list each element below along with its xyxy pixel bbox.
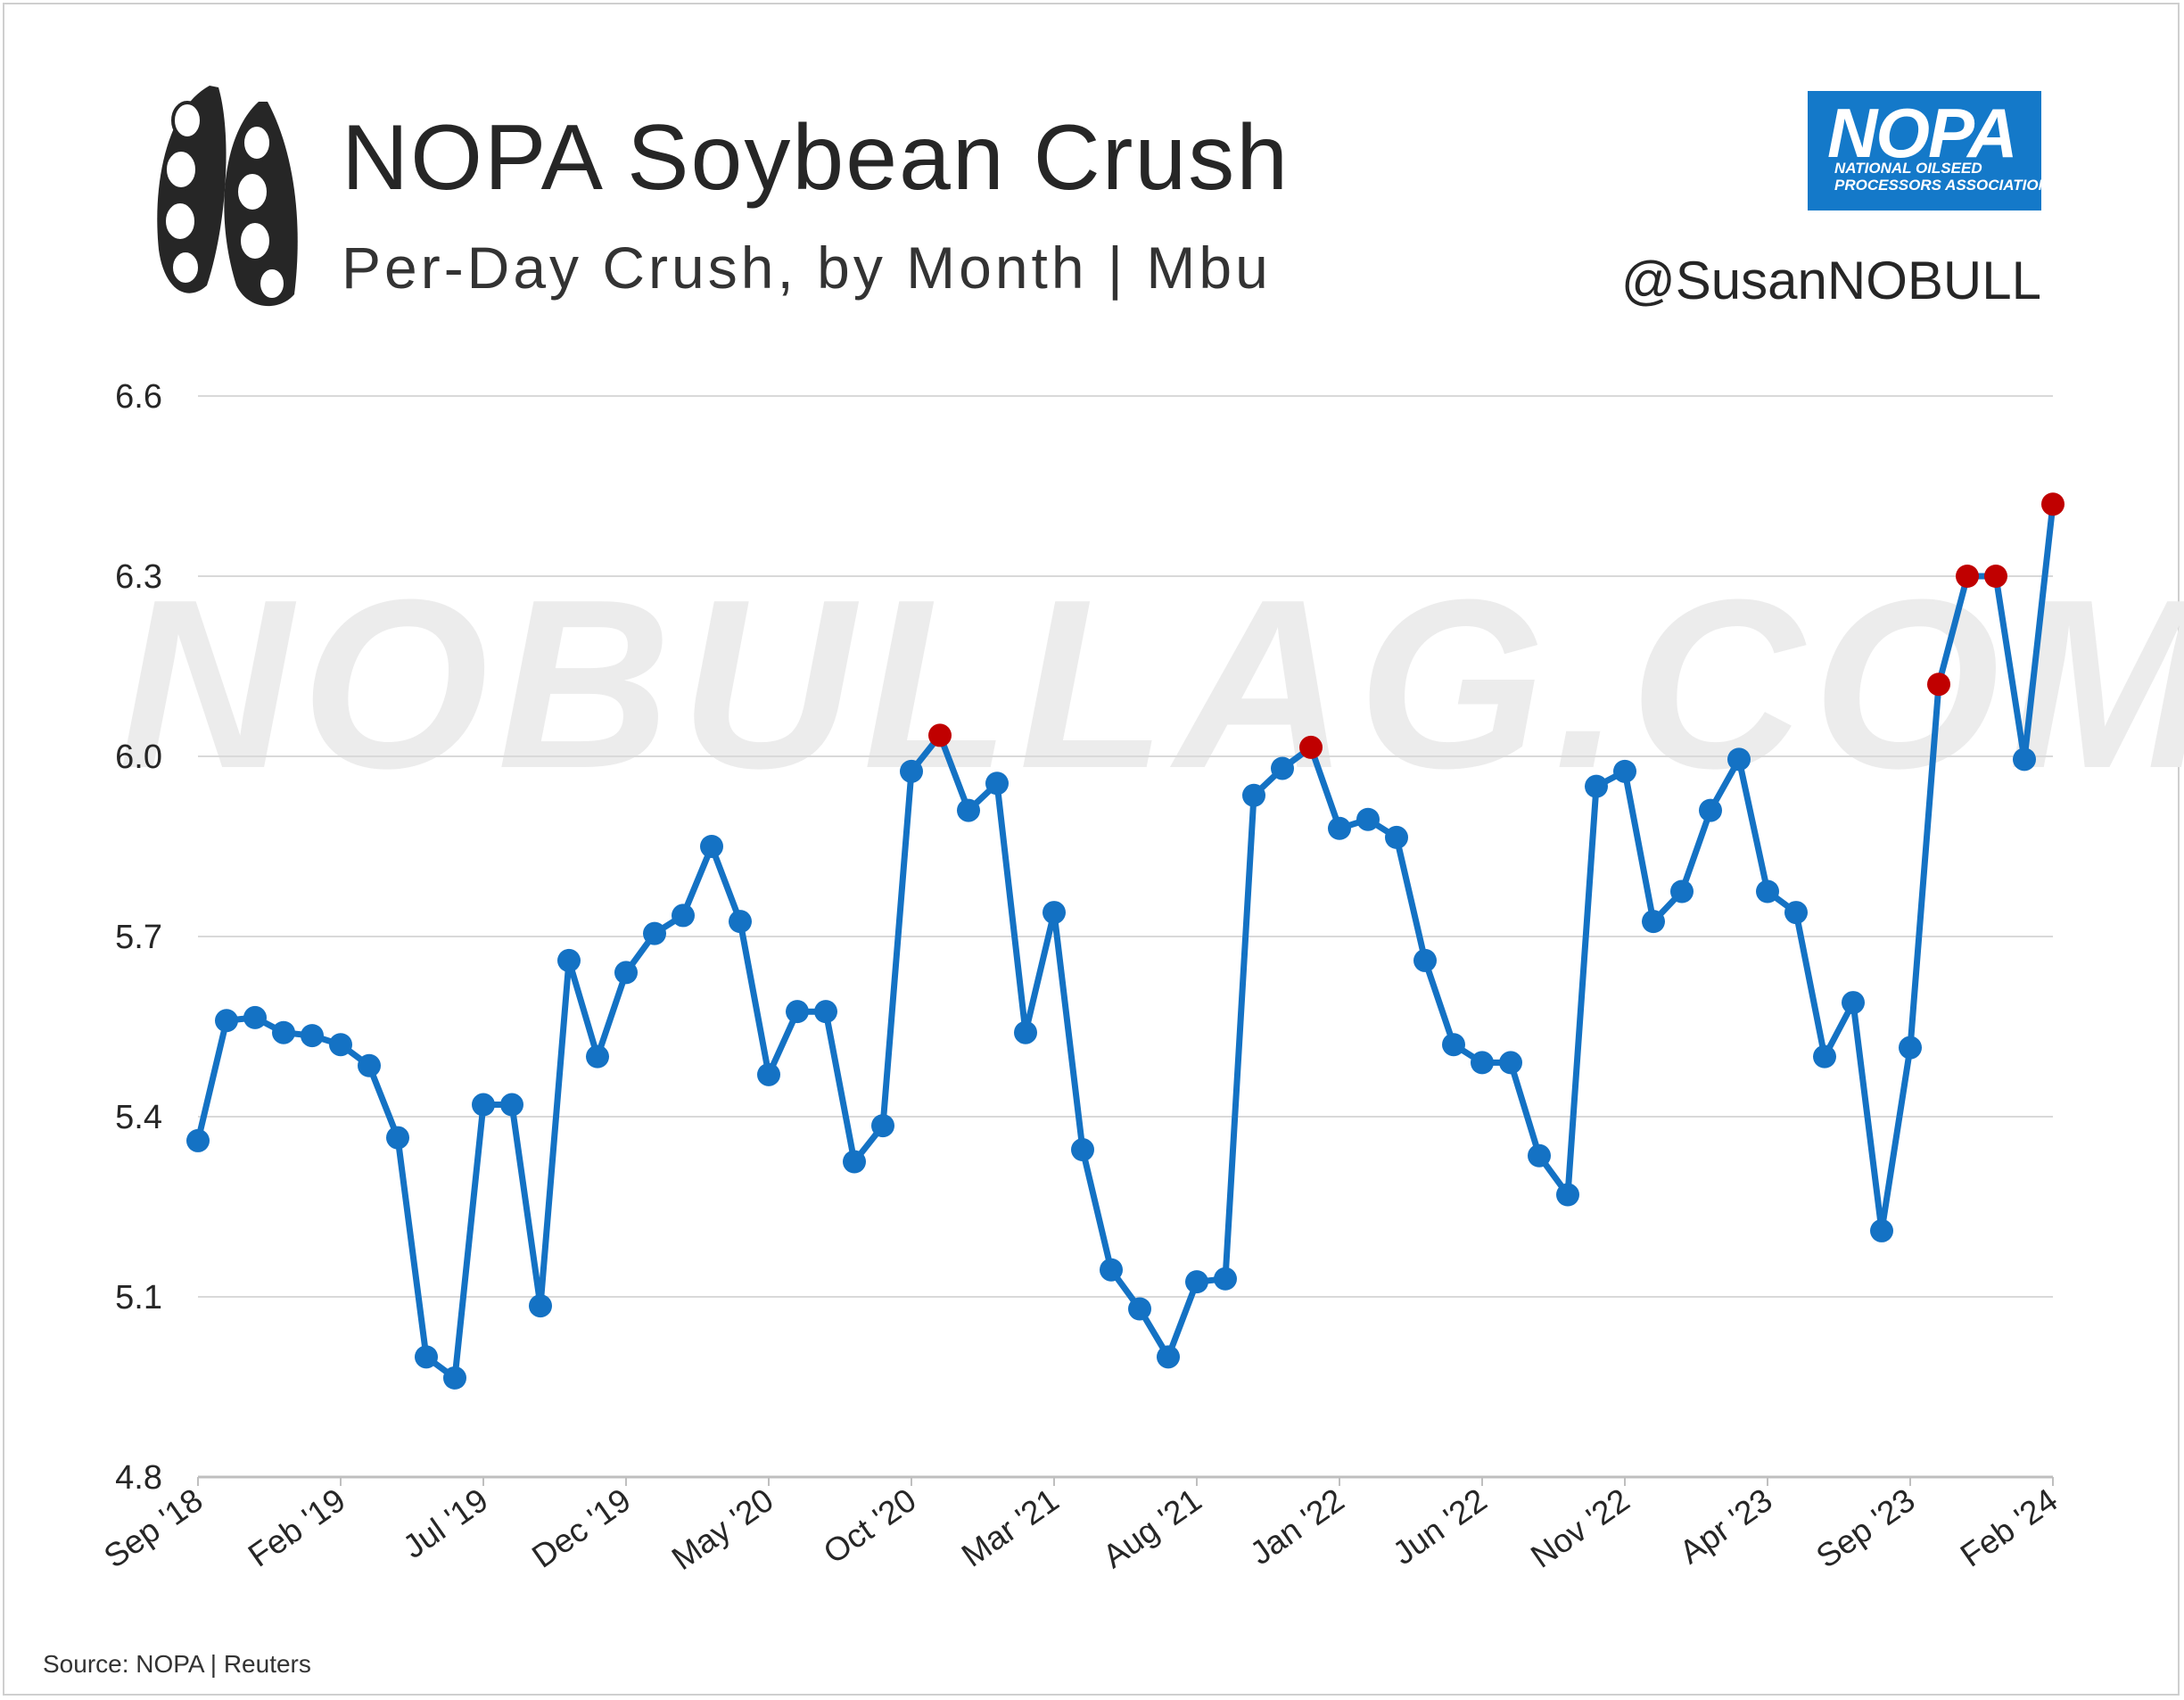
data-point (1585, 774, 1608, 798)
nopa-logo: NOPA NATIONAL OILSEED PROCESSORS ASSOCIA… (1808, 91, 2041, 210)
record-high-point (1299, 735, 1323, 759)
data-point (985, 772, 1009, 796)
data-point (1100, 1258, 1123, 1282)
author-handle: @SusanNOBULL (1620, 251, 2041, 310)
chart-subtitle: Per-Day Crush, by Month | Mbu (342, 235, 1272, 301)
data-point (614, 961, 638, 985)
data-point (215, 1009, 238, 1033)
nopa-logo-line-1: NATIONAL OILSEED (1834, 160, 1982, 177)
data-point (243, 1005, 267, 1029)
x-tick-label: Nov '22 (1524, 1481, 1636, 1575)
x-tick-label: Mar '21 (955, 1481, 1066, 1574)
data-point (957, 798, 980, 822)
data-point (358, 1053, 381, 1077)
data-point (1556, 1183, 1579, 1207)
x-tick-label: Jun '22 (1386, 1481, 1493, 1572)
data-point (1242, 783, 1265, 807)
y-tick-label: 4.8 (115, 1459, 162, 1497)
data-point (1271, 756, 1294, 780)
data-point (843, 1150, 866, 1174)
x-tick-label: Jul '19 (396, 1481, 494, 1565)
y-tick-label: 6.3 (115, 558, 162, 596)
data-point (672, 904, 695, 928)
x-tick-label: Sep '23 (1809, 1481, 1921, 1575)
data-point (1157, 1345, 1180, 1369)
data-point (900, 759, 923, 783)
y-tick-label: 5.7 (115, 919, 162, 956)
y-tick-label: 5.1 (115, 1279, 162, 1316)
data-point (1813, 1044, 1836, 1069)
data-point (329, 1033, 352, 1057)
x-tick-label: Feb '19 (242, 1481, 352, 1574)
nopa-logo-word: NOPA (1827, 94, 2018, 172)
x-tick-label: Dec '19 (525, 1481, 637, 1575)
data-point (500, 1093, 523, 1117)
data-point (757, 1062, 780, 1086)
record-high-point (1984, 565, 2007, 588)
watermark: NOBULLAG.COM (119, 550, 2184, 819)
y-tick-label: 6.6 (115, 378, 162, 416)
nopa-logo-line-2: PROCESSORS ASSOCIATION (1834, 177, 2041, 194)
record-high-point (1927, 673, 1950, 697)
data-point (1870, 1218, 1893, 1242)
data-point (1756, 879, 1779, 904)
data-point (472, 1093, 495, 1117)
data-point (1356, 807, 1380, 831)
data-point (1385, 825, 1408, 849)
record-high-point (928, 723, 952, 747)
data-point (186, 1128, 210, 1152)
record-high-point (1956, 565, 1979, 588)
data-point (1528, 1143, 1551, 1168)
data-point (1613, 759, 1636, 783)
data-point (814, 1000, 837, 1024)
x-tick-label: Oct '20 (817, 1481, 923, 1571)
data-point (1699, 798, 1722, 822)
y-tick-label: 5.4 (115, 1099, 162, 1136)
data-point (529, 1294, 552, 1318)
data-point (1442, 1033, 1465, 1057)
data-point (1499, 1051, 1522, 1075)
data-point (729, 910, 752, 934)
data-point (786, 1000, 809, 1024)
data-point (415, 1345, 438, 1369)
data-point (1670, 879, 1694, 904)
source-note: Source: NOPA | Reuters (43, 1650, 311, 1678)
data-point (2013, 747, 2036, 772)
data-point (1842, 991, 1865, 1015)
data-point (1471, 1051, 1494, 1075)
data-point (1899, 1036, 1922, 1060)
data-point (443, 1366, 466, 1390)
y-tick-label: 6.0 (115, 739, 162, 776)
data-point (1043, 901, 1066, 925)
data-point (871, 1114, 894, 1138)
x-tick-label: Aug '21 (1096, 1481, 1207, 1575)
data-point (301, 1024, 324, 1048)
x-tick-label: May '20 (665, 1481, 780, 1577)
x-tick-label: Feb '24 (1954, 1481, 2064, 1574)
data-point (643, 921, 666, 945)
data-point (1014, 1020, 1037, 1044)
data-point (1642, 910, 1665, 934)
data-point (1727, 747, 1751, 772)
data-point (1071, 1138, 1094, 1162)
chart-title: NOPA Soybean Crush (342, 106, 1290, 210)
chart-frame (3, 3, 2180, 1696)
data-point (1413, 948, 1437, 972)
x-tick-label: Apr '23 (1673, 1481, 1779, 1571)
data-point (586, 1044, 609, 1069)
soybean-pods-icon (157, 86, 298, 307)
data-point (1128, 1297, 1151, 1321)
data-point (557, 948, 581, 972)
data-point (1328, 816, 1351, 840)
record-high-point (2041, 492, 2064, 516)
data-point (1185, 1270, 1208, 1294)
data-point (700, 835, 723, 858)
data-point (1784, 901, 1808, 925)
data-point (272, 1020, 295, 1044)
x-tick-label: Jan '22 (1243, 1481, 1350, 1572)
data-point (386, 1126, 409, 1150)
data-point (1214, 1267, 1237, 1291)
